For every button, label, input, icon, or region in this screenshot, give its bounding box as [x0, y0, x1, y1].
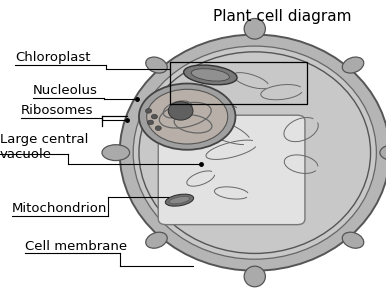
Text: Mitochondrion: Mitochondrion — [12, 202, 107, 215]
Text: Ribosomes: Ribosomes — [21, 104, 94, 118]
Ellipse shape — [342, 232, 364, 248]
Circle shape — [155, 126, 161, 130]
Circle shape — [147, 120, 154, 125]
Ellipse shape — [165, 194, 194, 206]
Text: Plant cell diagram: Plant cell diagram — [213, 9, 351, 24]
Ellipse shape — [102, 145, 130, 161]
Ellipse shape — [184, 65, 237, 85]
Ellipse shape — [244, 18, 266, 39]
Ellipse shape — [139, 84, 235, 150]
Circle shape — [151, 114, 157, 119]
Ellipse shape — [169, 196, 190, 204]
Ellipse shape — [147, 89, 228, 144]
Text: Cell membrane: Cell membrane — [25, 240, 127, 253]
Text: Large central
vacuole: Large central vacuole — [0, 133, 88, 161]
Circle shape — [168, 102, 193, 120]
Ellipse shape — [380, 145, 386, 161]
Text: Chloroplast: Chloroplast — [15, 51, 91, 64]
Text: Nucleolus: Nucleolus — [33, 84, 98, 97]
Ellipse shape — [342, 57, 364, 73]
Ellipse shape — [191, 69, 229, 81]
Circle shape — [146, 109, 152, 113]
Ellipse shape — [244, 266, 266, 287]
Ellipse shape — [133, 46, 376, 259]
Ellipse shape — [146, 57, 167, 73]
Ellipse shape — [146, 232, 167, 248]
Ellipse shape — [120, 35, 386, 271]
FancyBboxPatch shape — [158, 115, 305, 225]
